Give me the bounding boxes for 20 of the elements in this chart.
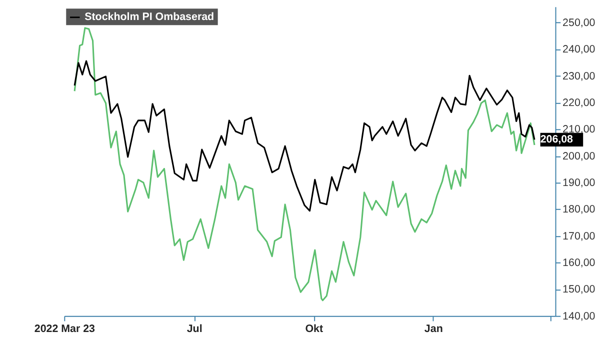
legend-label: Stockholm PI Ombaserad bbox=[84, 11, 214, 24]
line-series bbox=[74, 27, 536, 302]
y-tick-label: 220,00 bbox=[562, 97, 596, 110]
x-tick-label: Okt bbox=[305, 322, 324, 335]
y-tick-label: 150,00 bbox=[562, 284, 596, 296]
y-tick-label: 190,00 bbox=[562, 176, 596, 189]
y-tick-label: 170,00 bbox=[562, 230, 596, 242]
annotation: 206,08 bbox=[540, 134, 574, 146]
line-series bbox=[74, 60, 536, 212]
y-tick-label: 230,00 bbox=[562, 70, 596, 82]
y-tick-label: 240,00 bbox=[562, 44, 596, 56]
y-tick-label: 250,00 bbox=[562, 17, 596, 30]
x-tick-label: 2022 Mar 23 bbox=[34, 322, 96, 335]
x-tick-label: Jul bbox=[186, 322, 202, 335]
y-tick-label: 210,00 bbox=[562, 124, 596, 136]
y-tick-label: 180,00 bbox=[562, 204, 596, 216]
y-tick-label: 140,00 bbox=[562, 310, 596, 322]
y-tick-label: 200,00 bbox=[562, 150, 596, 162]
x-tick-label: Jan bbox=[424, 322, 443, 335]
y-tick-label: 160,00 bbox=[562, 256, 596, 269]
